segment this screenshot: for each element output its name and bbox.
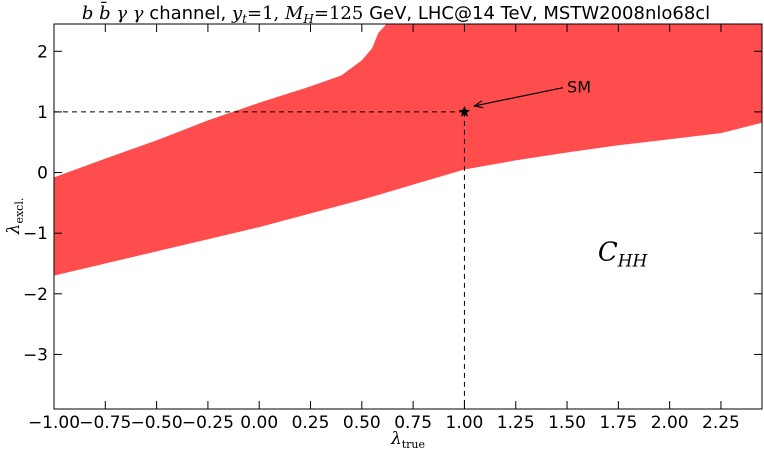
x-tick-label: 2.25 bbox=[702, 413, 740, 433]
exclusion-band bbox=[54, 24, 762, 276]
title-channel-word: channel, bbox=[149, 3, 226, 24]
y-axis: −3 −2 −1 0 1 2 bbox=[23, 42, 762, 365]
region-label-sub: HH bbox=[617, 251, 649, 271]
y-tick-label: −2 bbox=[23, 285, 48, 305]
x-tick-label: −1.00 bbox=[28, 413, 80, 433]
title-rest: GeV, LHC@14 TeV, MSTW2008nlo68cl bbox=[369, 3, 710, 24]
title-mh-symbol: M bbox=[284, 3, 304, 24]
y-tick-label: −3 bbox=[23, 345, 48, 365]
sm-arrow-head bbox=[472, 100, 484, 109]
x-tick-label: −0.75 bbox=[79, 413, 131, 433]
title-yt-symbol: y bbox=[231, 3, 243, 24]
x-axis-symbol: λ bbox=[390, 429, 402, 449]
title-yt-subscript: t bbox=[242, 12, 247, 26]
x-tick-label: 1.00 bbox=[446, 413, 484, 433]
sm-star-marker bbox=[458, 105, 471, 117]
x-tick-label: −0.50 bbox=[131, 413, 183, 433]
y-axis-label: λexcl. bbox=[4, 198, 26, 236]
x-axis: −1.00 −0.75 −0.50 −0.25 0.00 0.25 0.50 0.75 1.00… bbox=[28, 24, 740, 433]
x-tick-label: 0.00 bbox=[240, 413, 278, 433]
sm-label: SM bbox=[567, 78, 591, 97]
x-tick-label: 2.00 bbox=[651, 413, 689, 433]
x-tick-label: 0.50 bbox=[343, 413, 381, 433]
x-axis-label: λtrue bbox=[390, 429, 425, 450]
y-axis-subscript: excl. bbox=[13, 198, 26, 224]
region-label-main: C bbox=[598, 237, 618, 267]
chart-title: b b̄ γ γ channel, yt=1, MH=125 GeV, LHC@… bbox=[82, 0, 710, 26]
plot-frame bbox=[53, 23, 763, 410]
title-yt-value: =1, bbox=[247, 3, 279, 24]
x-tick-label: 1.75 bbox=[599, 413, 637, 433]
y-tick-label: −1 bbox=[23, 224, 48, 244]
y-tick-label: 0 bbox=[37, 164, 48, 184]
y-tick-label: 1 bbox=[37, 103, 48, 123]
region-label: CHH bbox=[598, 237, 649, 271]
x-axis-subscript: true bbox=[402, 438, 425, 450]
y-tick-label: 2 bbox=[37, 42, 48, 62]
x-tick-label: 1.50 bbox=[548, 413, 586, 433]
x-tick-label: 1.25 bbox=[497, 413, 535, 433]
x-tick-label: −0.25 bbox=[182, 413, 234, 433]
x-tick-label: 0.75 bbox=[394, 413, 432, 433]
x-tick-label: 0.25 bbox=[292, 413, 330, 433]
title-mh-value: =125 bbox=[314, 3, 363, 24]
y-axis-symbol: λ bbox=[4, 224, 24, 236]
title-process: b b̄ γ γ bbox=[82, 0, 144, 24]
title-mh-subscript: H bbox=[302, 12, 314, 26]
sm-arrow bbox=[474, 87, 564, 107]
